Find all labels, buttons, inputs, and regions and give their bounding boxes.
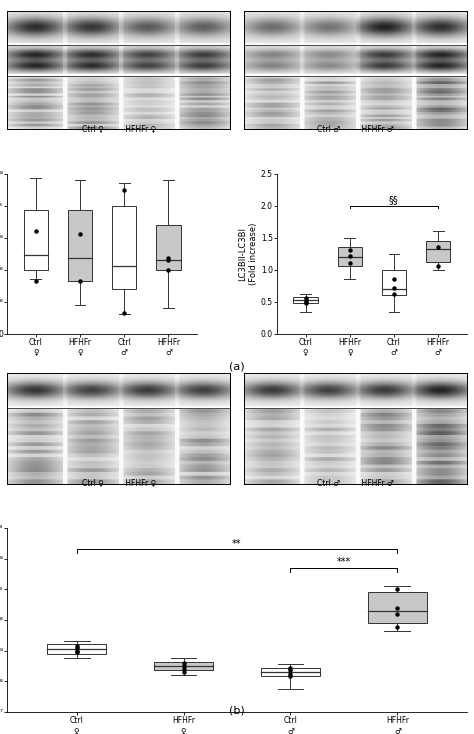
Bar (154, 661, 213, 670)
Bar (261, 668, 320, 677)
Text: ***: *** (337, 557, 351, 567)
Text: Ctrl ♂         HFHFr ♂: Ctrl ♂ HFHFr ♂ (317, 125, 394, 134)
Bar (368, 592, 427, 623)
Text: **: ** (232, 539, 242, 548)
Text: §§: §§ (389, 195, 399, 205)
Bar (68, 211, 92, 281)
Text: (b): (b) (229, 705, 245, 716)
Bar (293, 297, 318, 303)
Text: Ctrl ♀         HFHFr ♀: Ctrl ♀ HFHFr ♀ (82, 125, 156, 134)
Text: Ctrl ♂         HFHFr ♂: Ctrl ♂ HFHFr ♂ (317, 479, 394, 488)
Bar (426, 241, 450, 262)
Text: (a): (a) (229, 361, 245, 371)
Bar (337, 247, 362, 266)
Bar (47, 644, 106, 654)
Bar (382, 269, 406, 295)
Bar (24, 211, 48, 269)
Bar (112, 206, 137, 288)
Text: Ctrl ♀         HFHFr ♀: Ctrl ♀ HFHFr ♀ (82, 479, 156, 488)
Bar (156, 225, 181, 269)
Y-axis label: LC3BII-LC3BI
(Fold increase): LC3BII-LC3BI (Fold increase) (238, 222, 258, 285)
